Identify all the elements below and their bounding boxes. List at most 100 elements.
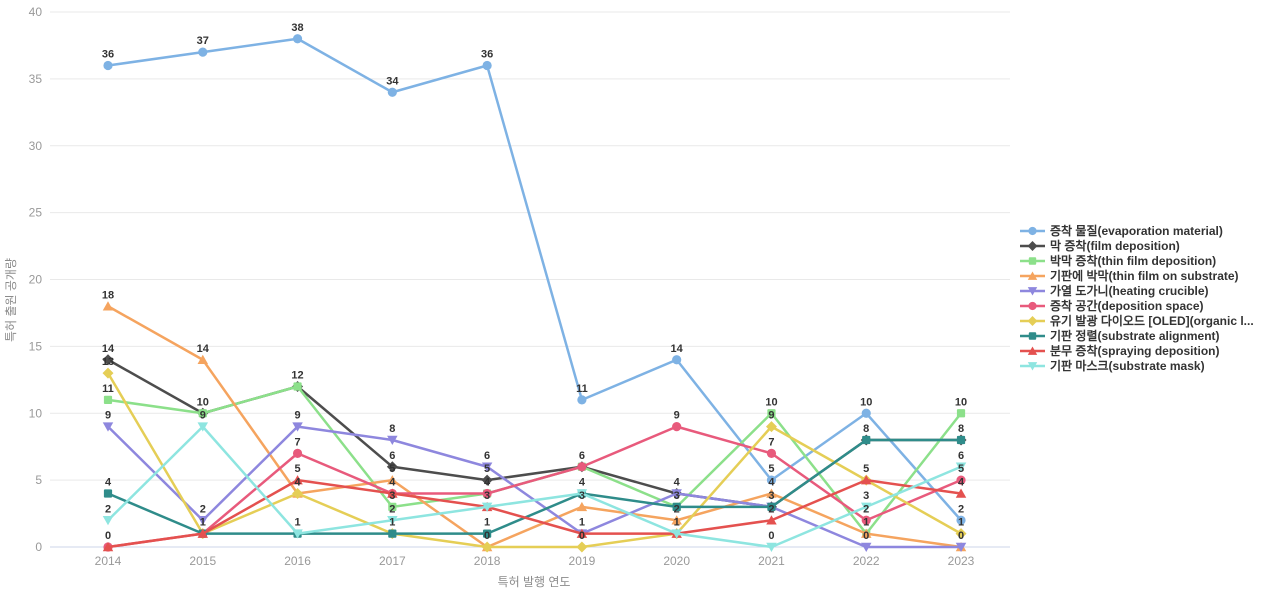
x-tick-label: 2017: [379, 554, 406, 568]
series-line: [106, 305, 963, 549]
data-point-label: 6: [958, 450, 964, 462]
data-point-label: 0: [768, 530, 774, 542]
data-point-label: 13: [102, 356, 114, 368]
data-point-marker: [671, 529, 682, 539]
data-point-label: 2: [768, 503, 774, 515]
data-point-marker: [1027, 271, 1038, 280]
y-tick-label: 10: [29, 406, 43, 420]
data-point-marker: [197, 516, 209, 526]
legend-item-label[interactable]: 분무 증착(spraying deposition): [1050, 343, 1220, 358]
legend-item-label[interactable]: 박막 증착(thin film deposition): [1050, 253, 1216, 268]
data-point-marker: [387, 516, 398, 526]
legend-item-6[interactable]: 증착 공간(deposition space): [1020, 298, 1204, 313]
series-line: [106, 425, 963, 549]
data-point-marker: [766, 448, 777, 458]
legend-item-7[interactable]: 유기 발광 다이오드 [OLED](organic l...: [1020, 313, 1254, 328]
x-tick-label: 2021: [758, 554, 785, 568]
data-point-marker: [766, 475, 777, 485]
legend-item-1[interactable]: 증착 물질(evaporation material): [1020, 223, 1223, 238]
data-point-label: 37: [197, 35, 209, 47]
legend-item-label[interactable]: 유기 발광 다이오드 [OLED](organic l...: [1050, 313, 1254, 328]
data-point-marker: [102, 301, 114, 311]
data-point-marker: [102, 367, 114, 379]
legend-item-label[interactable]: 기판에 박막(thin film on substrate): [1050, 268, 1239, 283]
series-line: [106, 438, 963, 535]
data-point-label: 2: [863, 503, 869, 515]
data-point-marker: [197, 422, 209, 432]
data-point-label: 1: [863, 517, 869, 529]
data-point-marker: [576, 528, 588, 538]
data-point-label: 12: [291, 370, 303, 382]
data-point-marker: [956, 515, 966, 525]
data-point-marker: [386, 461, 398, 473]
data-point-marker: [481, 502, 493, 512]
data-point-marker: [292, 529, 303, 539]
y-tick-label: 30: [29, 139, 43, 153]
data-point-marker: [1028, 257, 1037, 265]
data-point-label: 3: [389, 490, 395, 502]
data-point-label: 1: [200, 517, 206, 529]
data-point-marker: [482, 488, 492, 499]
y-tick-label: 25: [29, 206, 43, 220]
legend-item-label[interactable]: 가열 도가니(heating crucible): [1050, 283, 1209, 298]
x-axis-title: 특허 발행 연도: [498, 574, 571, 589]
data-point-label: 11: [576, 383, 588, 395]
data-point-label: 10: [860, 396, 872, 408]
x-tick-label: 2016: [284, 554, 311, 568]
data-point-marker: [102, 516, 114, 526]
data-point-marker: [860, 528, 872, 538]
data-point-marker: [1027, 287, 1038, 296]
data-point-label: 14: [671, 343, 684, 355]
data-point-label: 5: [484, 463, 490, 475]
data-point-label: 1: [294, 517, 300, 529]
legend-item-5[interactable]: 가열 도가니(heating crucible): [1020, 283, 1209, 298]
data-point-marker: [577, 395, 587, 405]
data-point-marker: [955, 528, 967, 540]
data-point-marker: [956, 475, 966, 485]
data-point-label: 14: [102, 343, 115, 355]
data-point-marker: [766, 542, 777, 552]
data-point-marker: [197, 354, 209, 364]
legend-item-9[interactable]: 분무 증착(spraying deposition): [1020, 343, 1220, 358]
data-point-marker: [860, 542, 872, 552]
legend-item-8[interactable]: 기판 정렬(substrate alignment): [1020, 328, 1220, 343]
data-point-marker: [1027, 241, 1038, 251]
data-point-marker: [956, 409, 966, 418]
data-point-marker: [576, 501, 588, 512]
data-point-marker: [672, 355, 682, 365]
legend-item-10[interactable]: 기판 마스크(substrate mask): [1020, 358, 1205, 373]
series-line: [106, 425, 963, 549]
legend-item-2[interactable]: 막 증착(film deposition): [1020, 238, 1180, 253]
legend-item-3[interactable]: 박막 증착(thin film deposition): [1020, 253, 1216, 268]
x-tick-label: 2022: [853, 554, 880, 568]
data-point-marker: [1027, 362, 1038, 371]
data-point-marker: [1028, 301, 1037, 311]
data-point-label: 14: [197, 343, 210, 355]
legend-item-label[interactable]: 증착 물질(evaporation material): [1050, 223, 1223, 238]
data-point-marker: [103, 395, 113, 404]
legend-item-label[interactable]: 막 증착(film deposition): [1050, 238, 1180, 253]
data-point-marker: [292, 488, 304, 499]
series-line: [106, 371, 963, 549]
legend-item-label[interactable]: 기판 정렬(substrate alignment): [1050, 328, 1220, 343]
data-point-label: 1: [579, 517, 585, 529]
data-point-label: 0: [579, 530, 585, 542]
x-tick-label: 2020: [663, 554, 690, 568]
data-point-label: 4: [674, 477, 681, 489]
y-tick-label: 35: [29, 72, 43, 86]
data-point-marker: [387, 475, 398, 485]
data-point-label: 0: [958, 530, 964, 542]
legend-item-4[interactable]: 기판에 박막(thin film on substrate): [1020, 268, 1239, 283]
data-point-label: 6: [579, 450, 585, 462]
y-tick-label: 15: [29, 339, 43, 353]
legend-item-label[interactable]: 증착 공간(deposition space): [1050, 298, 1204, 313]
data-point-marker: [292, 34, 303, 44]
data-point-marker: [292, 475, 303, 485]
data-point-label: 9: [105, 410, 111, 422]
data-point-label: 5: [768, 463, 774, 475]
legend-item-label[interactable]: 기판 마스크(substrate mask): [1050, 358, 1205, 373]
data-point-marker: [482, 60, 492, 71]
data-point-label: 3: [484, 490, 490, 502]
